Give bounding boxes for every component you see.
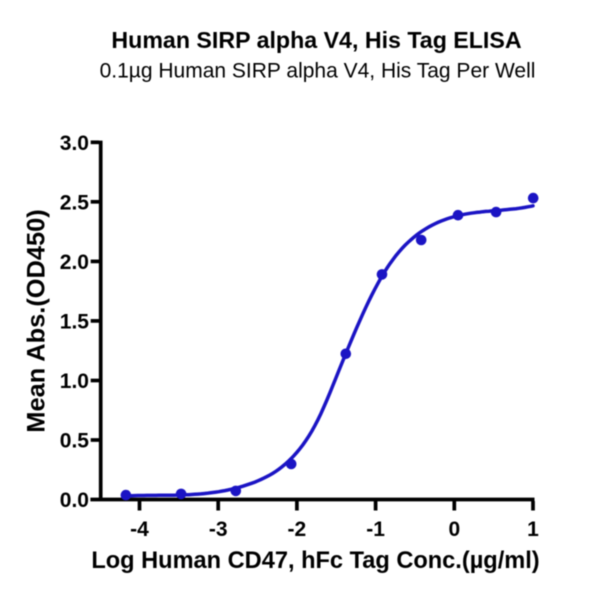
svg-text:Human SIRP alpha V4, His Tag E: Human SIRP alpha V4, His Tag ELISA: [111, 27, 521, 53]
svg-text:1.5: 1.5: [60, 310, 90, 333]
svg-text:-1: -1: [366, 518, 385, 541]
svg-text:-4: -4: [130, 518, 149, 541]
svg-text:1: 1: [527, 518, 539, 541]
svg-text:2.5: 2.5: [60, 191, 90, 214]
svg-text:3.0: 3.0: [60, 132, 89, 155]
svg-text:0: 0: [448, 518, 460, 541]
svg-text:Log Human CD47, hFc Tag Conc.(: Log Human CD47, hFc Tag Conc.(µg/ml): [91, 548, 539, 574]
svg-text:-3: -3: [209, 518, 228, 541]
svg-text:-2: -2: [288, 518, 307, 541]
svg-text:0.0: 0.0: [60, 489, 89, 512]
svg-text:0.1µg Human SIRP alpha V4, His: 0.1µg Human SIRP alpha V4, His Tag Per W…: [100, 59, 536, 82]
svg-text:0.5: 0.5: [60, 430, 90, 453]
svg-text:2.0: 2.0: [60, 251, 89, 274]
svg-text:Mean Abs.(OD450): Mean Abs.(OD450): [22, 209, 50, 432]
svg-text:1.0: 1.0: [60, 370, 89, 393]
